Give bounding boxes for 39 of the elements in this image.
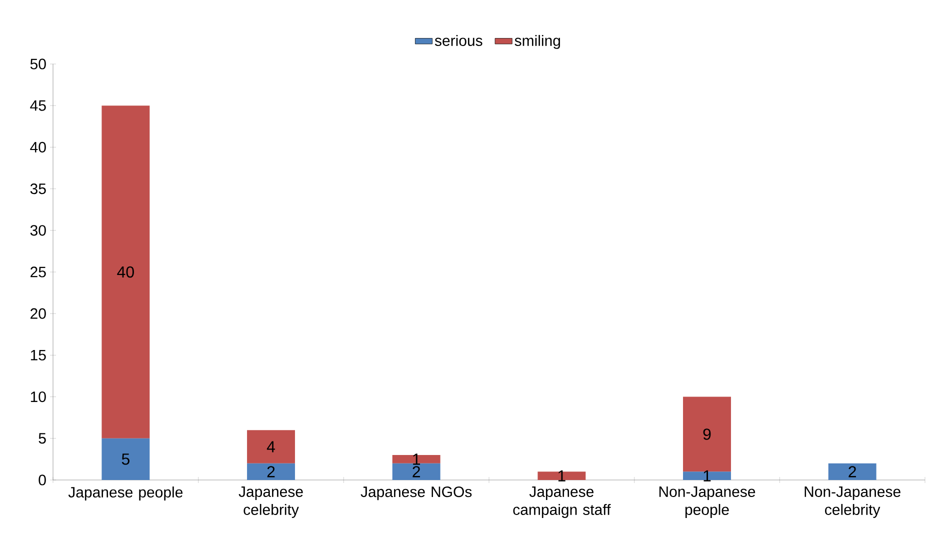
data-label: 2 bbox=[412, 466, 420, 478]
data-label: 1 bbox=[704, 470, 711, 482]
bar bbox=[683, 396, 731, 472]
bar bbox=[538, 472, 586, 480]
y-tick-label: 0 bbox=[38, 474, 46, 486]
bar bbox=[247, 463, 295, 480]
x-tick-label: Non-Japanese people bbox=[659, 486, 756, 518]
y-tick-label: 30 bbox=[30, 225, 46, 236]
bar bbox=[392, 463, 440, 480]
x-tick-label: Japanese NGOs bbox=[360, 486, 472, 500]
y-tick-label: 5 bbox=[38, 433, 46, 444]
legend-label: serious bbox=[434, 34, 482, 46]
y-tick-label: 20 bbox=[30, 308, 46, 319]
data-label: 9 bbox=[703, 428, 711, 440]
bar bbox=[828, 463, 876, 480]
legend-label: smiling bbox=[514, 34, 560, 49]
data-label: 1 bbox=[413, 454, 420, 465]
y-tick-label: 50 bbox=[30, 58, 46, 70]
y-tick-label: 35 bbox=[30, 183, 46, 194]
data-label: 40 bbox=[117, 266, 134, 278]
y-tick-label: 10 bbox=[30, 391, 46, 402]
data-label: 1 bbox=[558, 470, 566, 482]
bar bbox=[247, 430, 295, 464]
x-tick-label: Non-Japanese celebrity bbox=[804, 486, 900, 518]
y-tick-label: 40 bbox=[30, 142, 46, 152]
bar bbox=[102, 438, 150, 480]
x-tick-label: Japanese campaign staff bbox=[513, 486, 611, 518]
bar bbox=[392, 455, 440, 464]
bar bbox=[102, 106, 150, 438]
y-tick-label: 25 bbox=[30, 266, 46, 278]
x-tick-label: Japanese people bbox=[68, 486, 183, 500]
data-label: 2 bbox=[848, 466, 856, 478]
y-tick-label: 45 bbox=[30, 100, 46, 111]
data-label: 2 bbox=[267, 466, 275, 478]
data-label: 4 bbox=[266, 441, 275, 452]
x-tick-label: Japanese celebrity bbox=[238, 486, 303, 518]
data-label: 5 bbox=[122, 454, 130, 465]
bar bbox=[683, 472, 731, 480]
y-tick-label: 15 bbox=[30, 350, 46, 360]
